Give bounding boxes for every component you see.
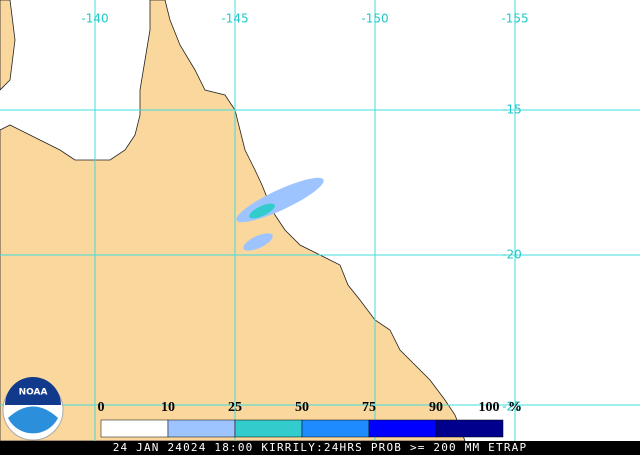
lon-label: -150 xyxy=(361,12,388,26)
land xyxy=(0,0,466,442)
lat-label: -25 xyxy=(502,400,522,414)
legend-swatch xyxy=(234,419,303,438)
legend-swatch xyxy=(301,419,370,438)
legend-swatch xyxy=(167,419,236,438)
legend: 0 10 25 50 75 90 100% xyxy=(98,400,522,438)
caption-bar xyxy=(0,441,640,455)
legend-label: 90 xyxy=(429,400,443,415)
legend-swatch xyxy=(435,419,504,438)
logo-text: NOAA xyxy=(19,388,48,398)
legend-label: 0 xyxy=(98,400,105,415)
rain-area xyxy=(249,203,275,219)
land xyxy=(0,0,16,91)
legend-label: 50 xyxy=(295,400,309,415)
lon-label: -155 xyxy=(501,12,528,26)
rain-area xyxy=(243,233,273,251)
lon-label: -145 xyxy=(221,12,248,26)
legend-unit: % xyxy=(508,400,522,415)
lon-label: -140 xyxy=(81,12,108,26)
legend-label: 100 xyxy=(479,400,500,415)
grid xyxy=(0,0,640,441)
lat-label: -15 xyxy=(502,103,522,117)
legend-swatch xyxy=(100,419,169,438)
lat-label: -20 xyxy=(502,248,522,262)
legend-label: 10 xyxy=(161,400,175,415)
logo: NOAA xyxy=(2,377,64,441)
caption: 24 JAN 24024 18:00 KIRRILY:24HRS PROB >=… xyxy=(113,441,528,454)
legend-swatch xyxy=(368,419,437,438)
legend-label: 25 xyxy=(228,400,242,415)
legend-label: 75 xyxy=(362,400,376,415)
